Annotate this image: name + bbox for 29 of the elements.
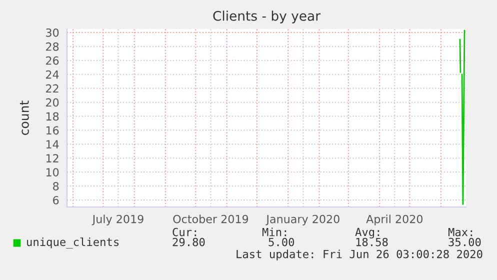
text: Min: (262, 228, 286, 236)
y-tick-label: 28 (46, 42, 59, 51)
text: 35.00 (448, 238, 481, 246)
legend-label: unique_clients (27, 237, 119, 249)
x-tick-label: July 2019 (92, 214, 144, 226)
y-tick-label: 16 (46, 126, 59, 135)
y-tick-label: 10 (46, 168, 59, 176)
y-tick-label: 14 (46, 140, 59, 148)
text: 29.80 (172, 238, 205, 246)
text: Last update: Fri Jun 26 03:00:28 2020 (236, 250, 482, 260)
y-tick-label: 24 (46, 70, 59, 79)
x-tick-label: October 2019 (173, 214, 248, 224)
text: Max: (448, 228, 472, 236)
y-tick-label: 20 (46, 98, 59, 107)
y-axis-title: count (20, 100, 29, 135)
text: 5.00 (268, 238, 294, 246)
y-tick-label: 26 (46, 56, 59, 65)
text: 18.58 (356, 238, 388, 246)
x-tick-label: April 2020 (366, 214, 423, 226)
y-tick-label: 8 (53, 182, 59, 190)
y-tick-label: 12 (46, 154, 58, 162)
text: Avg: (355, 228, 380, 238)
chart-title: Clients - by year (213, 10, 321, 24)
y-tick-label: 6 (53, 196, 59, 204)
y-tick-label: 22 (46, 84, 58, 93)
y-tick-label: 30 (46, 28, 59, 37)
text: Cur: (172, 228, 196, 236)
y-tick-label: 18 (46, 112, 59, 121)
x-tick-label: January 2020 (266, 214, 340, 226)
